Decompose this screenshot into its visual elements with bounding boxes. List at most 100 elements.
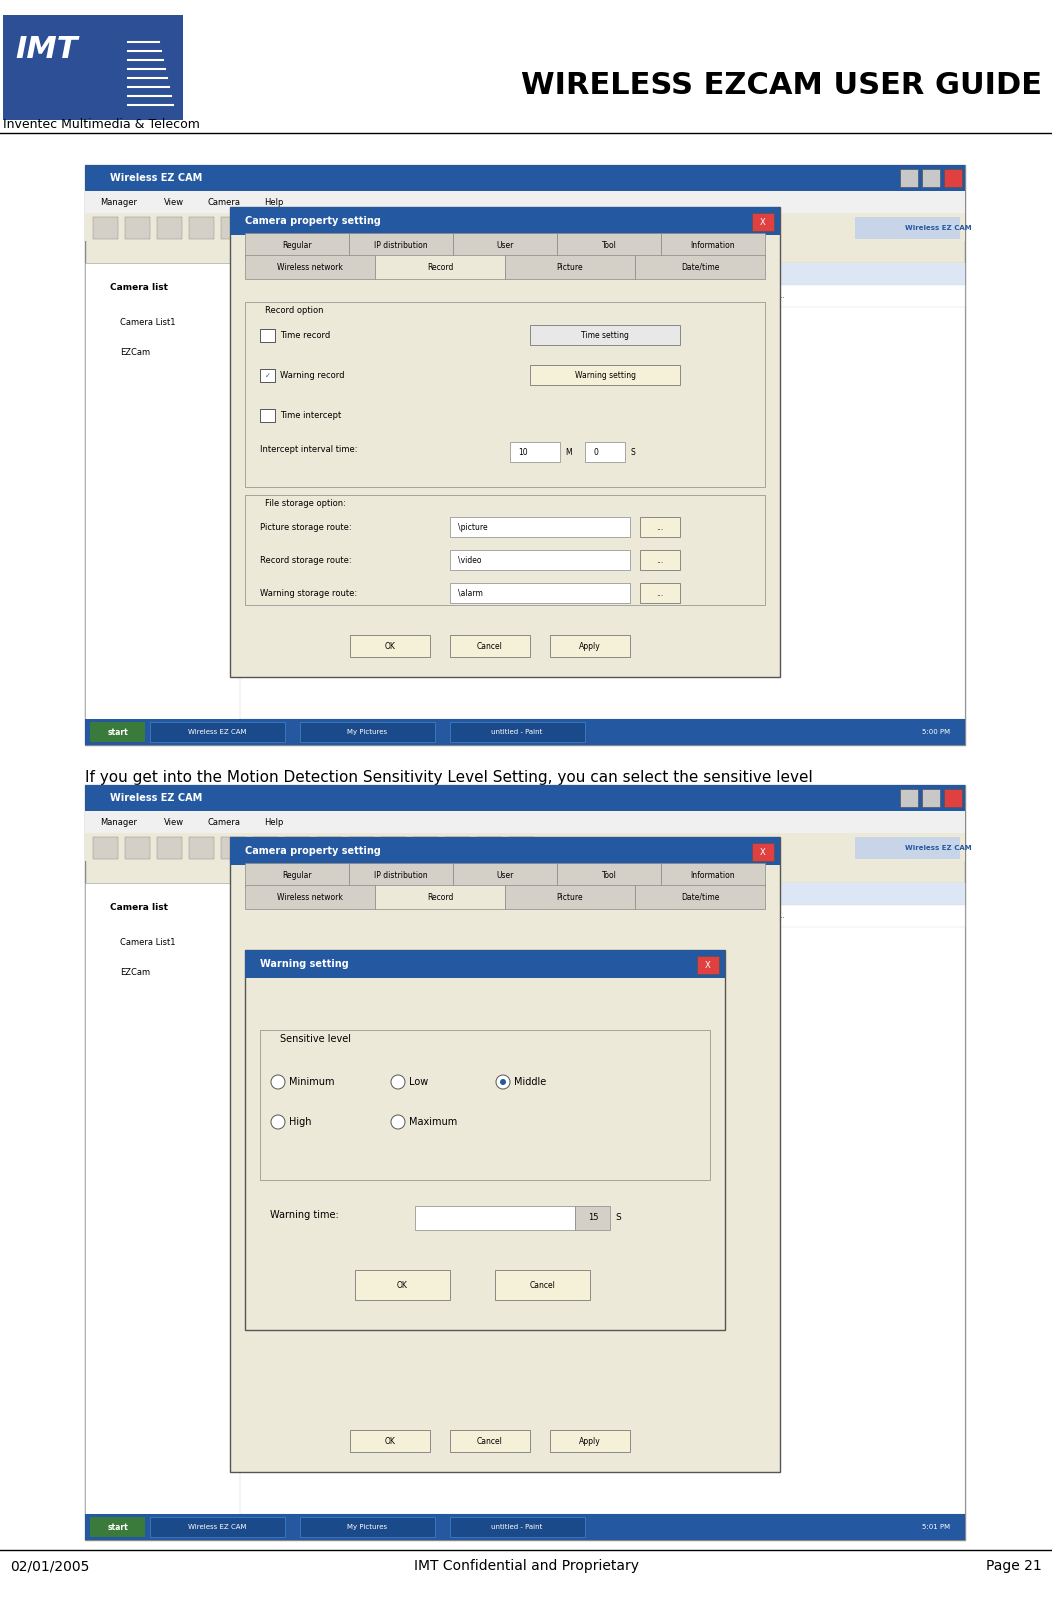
Circle shape [271,1115,285,1128]
Bar [453,233,557,257]
Text: Time record: Time record [280,331,330,340]
Text: 5:38: 5:38 [552,913,566,918]
Bar [350,1430,430,1453]
Text: Wireless EZ CAM: Wireless EZ CAM [905,844,972,851]
Bar [245,494,765,605]
Bar [245,233,349,257]
Text: Warning record: Warning record [280,371,344,380]
Bar [240,905,965,928]
Bar [221,836,246,859]
Bar [855,217,960,239]
Text: IP distribution: IP distribution [375,870,428,880]
Bar [93,836,118,859]
Bar [453,863,557,888]
Text: X: X [705,960,711,969]
Text: Connected: Connected [642,294,676,299]
Text: Picture storage route:: Picture storage route: [260,523,351,531]
Text: IMT: IMT [15,35,78,64]
Bar [125,836,150,859]
Text: Intercept interval time:: Intercept interval time: [260,445,358,454]
Text: Page 21: Page 21 [987,1558,1041,1573]
Bar [150,722,285,742]
Text: Cancel: Cancel [477,1436,503,1446]
Bar [450,1517,585,1538]
Text: \picture: \picture [458,523,488,531]
Text: 0: 0 [593,448,598,456]
Bar [530,364,680,385]
Bar [375,884,505,908]
Text: \video: \video [458,555,482,565]
Bar [550,636,630,656]
Text: Tool: Tool [602,870,616,880]
Text: Help: Help [264,817,283,827]
Text: Warning setting: Warning setting [574,371,635,379]
Bar [90,1517,145,1538]
Text: S: S [630,448,634,456]
Bar [260,1030,710,1180]
Bar [445,836,470,859]
Circle shape [495,1075,510,1090]
Bar [349,863,453,888]
Bar [413,836,438,859]
Bar [450,722,585,742]
Bar [317,217,342,239]
Text: 5:01 PM: 5:01 PM [922,1525,950,1530]
Text: 00:11:09:0e:61...: 00:11:09:0e:61... [732,294,786,299]
Bar [3,14,183,120]
Text: Regular: Regular [282,870,311,880]
Text: Information: Information [691,870,735,880]
Bar [450,551,630,570]
Text: EZCam: EZCam [242,913,264,918]
Bar [640,551,680,570]
Text: 4:39: 4:39 [552,294,566,299]
Text: Apply: Apply [579,1436,601,1446]
Text: Connect or not: Connect or not [642,271,689,276]
Text: Picture: Picture [557,263,583,271]
Text: High: High [289,1117,311,1127]
Bar [509,836,534,859]
Bar [509,217,534,239]
Bar [350,636,430,656]
Bar [85,165,965,191]
Text: Recording: Recording [412,271,444,276]
Text: View: View [164,817,184,827]
Text: Middle: Middle [514,1077,546,1087]
Bar [240,883,965,1514]
Bar [450,636,530,656]
Text: MAC address: MAC address [732,891,772,897]
Bar [450,583,630,603]
Text: Record: Record [427,892,453,902]
Bar [221,217,246,239]
Text: Camera name: Camera name [242,271,286,276]
Text: Camera List1: Camera List1 [120,937,176,947]
Bar [450,1430,530,1453]
Text: Wireless EZ CAM: Wireless EZ CAM [905,225,972,231]
Bar [922,169,940,188]
Bar [300,1517,434,1538]
Text: Record storage route:: Record storage route: [260,555,351,565]
Text: Manager: Manager [100,197,137,207]
Text: Connected: Connected [642,913,676,918]
Text: If you get into the Motion Detection Sensitivity Level Setting, you can select t: If you get into the Motion Detection Sen… [85,770,813,802]
Text: My Pictures: My Pictures [347,729,387,735]
Text: Camera: Camera [207,197,240,207]
Bar [575,1205,610,1229]
Text: IP Address: IP Address [327,891,360,897]
Bar [510,441,560,462]
Bar [413,217,438,239]
Text: View: View [164,197,184,207]
Text: Cancel: Cancel [477,642,503,650]
Text: M: M [565,448,571,456]
Text: \alarm: \alarm [458,589,483,597]
Bar [944,790,962,807]
Bar [661,863,765,888]
Text: Apply: Apply [579,642,601,650]
Text: MAC address: MAC address [732,271,772,276]
Bar [85,1514,965,1541]
Text: EZCam: EZCam [120,348,150,356]
Circle shape [500,1079,506,1085]
Text: Regular: Regular [282,241,311,249]
Bar [245,950,725,1331]
Bar [505,884,635,908]
Text: Cancel: Cancel [529,1281,555,1289]
